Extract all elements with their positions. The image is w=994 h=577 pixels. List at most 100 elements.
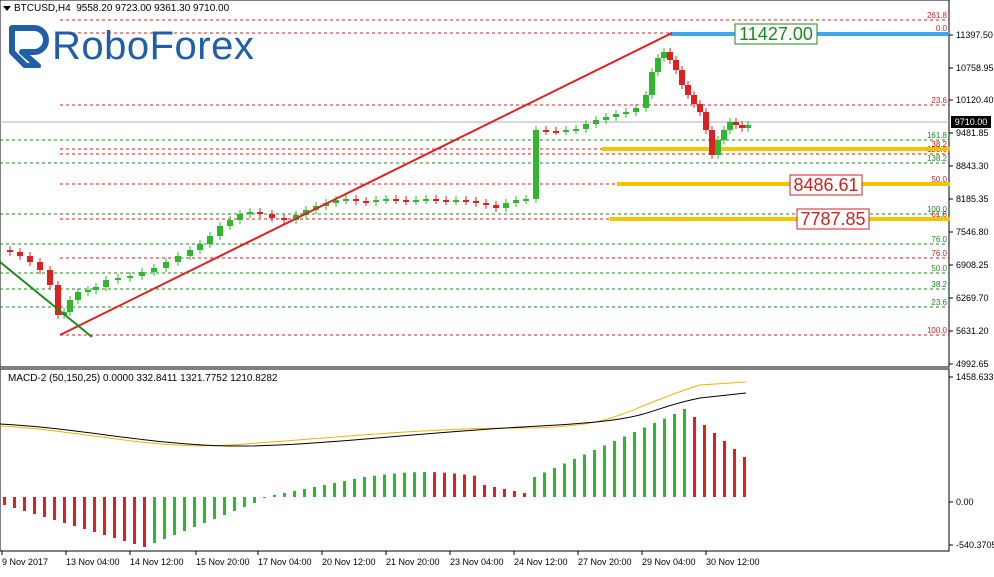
candle-body [115, 278, 121, 280]
candle-body [573, 129, 579, 131]
candle-body [393, 199, 399, 201]
candle-body [463, 200, 469, 202]
macd-histogram-bar [483, 485, 486, 497]
time-tick-label: 9 Nov 2017 [2, 557, 48, 567]
macd-histogram-bar [323, 485, 326, 497]
macd-histogram-bar [153, 497, 156, 543]
candle-body [237, 214, 243, 220]
macd-histogram-bar [133, 497, 136, 544]
candle-body [649, 72, 655, 95]
target-label-text: 11427.00 [739, 24, 813, 44]
candle-body [85, 290, 91, 292]
macd-tick-label: 1458.6333 [956, 372, 994, 382]
macd-histogram-bar [273, 495, 276, 497]
candle-body [17, 252, 23, 256]
price-tick-label: 8185.35 [956, 194, 989, 204]
macd-histogram-bar [183, 497, 186, 531]
macd-histogram-bar [593, 450, 596, 497]
candle-body [733, 122, 739, 125]
ohlc-values: 9558.20 9723.00 9361.30 9710.00 [76, 3, 230, 14]
candle-body [7, 250, 13, 252]
candle-body [697, 104, 703, 112]
candle-body [55, 285, 61, 315]
macd-histogram-bar [703, 425, 706, 497]
candle-body [139, 272, 145, 276]
time-tick-label: 30 Nov 12:00 [706, 557, 760, 567]
macd-histogram-bar [403, 472, 406, 497]
candle-body [483, 203, 489, 205]
macd-histogram-bar [633, 432, 636, 497]
macd-histogram-bar [203, 497, 206, 523]
time-tick-label: 20 Nov 12:00 [322, 557, 376, 567]
axes: 11397.50 10758.95 10120.40 9481.85 8843.30 81… [1, 30, 994, 567]
target-label-text: 7787.85 [800, 209, 865, 229]
macd-histogram-bar [223, 497, 226, 515]
candle-body [503, 203, 509, 208]
candlesticks [7, 48, 751, 319]
macd-histogram-bar [253, 497, 256, 503]
fib-label-green: 161.8 [927, 131, 948, 140]
roboforex-logo: RoboForex [8, 24, 254, 68]
candle-body [523, 199, 529, 201]
macd-histogram-bar [53, 497, 56, 520]
fib-label-green: 50.0 [931, 264, 947, 273]
fib-label-red: 38.2 [931, 140, 947, 149]
roboforex-r-icon [9, 25, 49, 68]
current-price-tag [951, 116, 991, 128]
current-price-tag-text: 9710.00 [955, 117, 988, 127]
price-tick-label: 6908.25 [956, 260, 989, 270]
price-tick-label: 4992.65 [956, 359, 989, 369]
macd-histogram-bar [393, 473, 396, 497]
target-labels[interactable]: 11427.00 8486.61 7787.85 [734, 23, 870, 230]
macd-histogram-bar [713, 433, 716, 497]
trend-lines[interactable] [0, 32, 673, 338]
candle-body [715, 140, 721, 155]
candle-body [727, 122, 733, 130]
macd-histogram-bar [543, 472, 546, 497]
macd-histogram-bar [513, 491, 516, 497]
fib-label-red: 0.0 [936, 24, 948, 33]
macd-histogram-bar [353, 479, 356, 497]
candle-body [633, 108, 639, 112]
candle-body [383, 199, 389, 201]
macd-histogram-bar [573, 459, 576, 497]
macd-histogram-bar [453, 473, 456, 497]
macd-histogram-bar [343, 481, 346, 497]
candle-body [423, 199, 429, 201]
macd-histogram-bar [13, 497, 16, 508]
macd-histogram-bar [683, 409, 686, 497]
fib-label-green: 23.6 [931, 298, 947, 307]
candle-body [93, 287, 99, 290]
macd-histogram-bar [263, 497, 266, 498]
candle-body [623, 112, 629, 114]
time-tick-label: 17 Nov 04:00 [258, 557, 312, 567]
chart-header: BTCUSD,H4 9558.20 9723.00 9361.30 9710.0… [3, 3, 229, 14]
zone-yellow [610, 217, 950, 221]
macd-histogram-bar [433, 472, 436, 497]
macd-histogram-bar [283, 493, 286, 497]
candle-body [691, 95, 697, 104]
candle-body [553, 131, 559, 133]
price-tick-label: 5631.20 [956, 326, 989, 336]
macd-histogram-bar [533, 477, 536, 497]
macd-histogram-bar [173, 497, 176, 535]
candle-body [257, 212, 263, 214]
macd-histogram-bar [463, 474, 466, 497]
candle-body [709, 130, 715, 155]
macd-histogram-bar [33, 497, 36, 514]
price-tick-label: 7546.80 [956, 227, 989, 237]
candle-body [103, 280, 109, 287]
zone-yellow [617, 182, 950, 186]
candle-body [247, 212, 253, 214]
macd-histogram-bar [333, 483, 336, 497]
macd-histogram-bar [63, 497, 66, 523]
candle-body [443, 200, 449, 202]
time-tick-label: 21 Nov 20:00 [386, 557, 440, 567]
candle-body [207, 236, 213, 244]
dropdown-triangle-icon[interactable] [3, 5, 11, 11]
macd-tick-label: 0.00 [956, 497, 974, 507]
macd-histogram-bar [693, 417, 696, 497]
macd-histogram-bar [113, 497, 116, 538]
